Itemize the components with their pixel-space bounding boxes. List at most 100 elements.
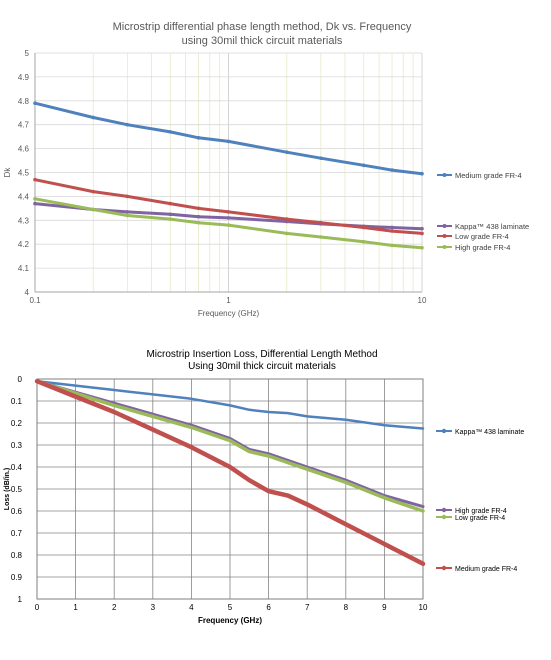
x-tick-label: 7 xyxy=(305,603,310,612)
plot-border xyxy=(36,378,424,600)
data-point xyxy=(196,206,201,211)
series-line xyxy=(35,379,425,430)
chart-title: Microstrip differential phase length met… xyxy=(113,21,412,33)
data-point xyxy=(125,194,130,199)
x-tick-label: 9 xyxy=(382,603,387,612)
legend-marker xyxy=(441,565,447,571)
data-point xyxy=(196,214,201,219)
chart-title: Using 30mil thick circuit materials xyxy=(188,361,336,372)
y-tick-label: 4 xyxy=(25,288,30,297)
legend-label: Kappa™ 438 laminate xyxy=(455,222,529,231)
legend-label: High grade FR-4 xyxy=(455,508,507,515)
y-tick-label: 0.4 xyxy=(11,463,23,472)
data-point xyxy=(168,201,173,206)
x-tick-label: 3 xyxy=(151,603,156,612)
y-tick-label: 4.2 xyxy=(18,240,30,249)
y-tick-label: 4.5 xyxy=(18,169,30,178)
data-point xyxy=(33,177,37,182)
y-tick-label: 0.2 xyxy=(11,419,23,428)
y-tick-label: 5 xyxy=(25,49,30,58)
data-point xyxy=(319,220,323,225)
series-line xyxy=(35,379,425,513)
y-tick-label: 0.5 xyxy=(11,485,23,494)
data-point xyxy=(33,196,37,201)
y-axis-label: Loss (dB/in.) xyxy=(4,468,11,510)
data-point xyxy=(125,210,130,214)
x-tick-label: 0.1 xyxy=(29,296,41,305)
data-point xyxy=(226,139,231,144)
dk-vs-frequency-chart: Microstrip differential phase length met… xyxy=(0,0,551,320)
legend-marker xyxy=(441,428,447,434)
legend-label: Medium grade FR-4 xyxy=(455,171,522,180)
y-tick-label: 0.6 xyxy=(11,507,23,516)
x-tick-label: 1 xyxy=(73,603,78,612)
legend-label: Low grade FR-4 xyxy=(455,515,505,522)
data-point xyxy=(91,189,96,194)
x-tick-label: 2 xyxy=(112,603,117,612)
x-tick-label: 8 xyxy=(344,603,349,612)
y-tick-label: 0.7 xyxy=(11,529,23,538)
y-tick-label: 0.1 xyxy=(11,397,23,406)
y-tick-label: 4.1 xyxy=(18,264,30,273)
data-point xyxy=(33,201,37,206)
data-point xyxy=(361,240,366,244)
data-point xyxy=(226,210,231,214)
data-point xyxy=(196,136,201,140)
data-point xyxy=(91,115,96,120)
data-point xyxy=(91,207,96,212)
legend-marker xyxy=(442,234,447,238)
data-point xyxy=(390,225,394,230)
chart-title: using 30mil thick circuit materials xyxy=(182,35,343,47)
x-axis-label: Frequency (GHz) xyxy=(198,309,260,318)
data-point xyxy=(168,217,173,221)
y-tick-label: 0.9 xyxy=(11,573,23,582)
y-tick-label: 4.3 xyxy=(18,216,30,225)
data-point xyxy=(284,150,289,154)
data-point xyxy=(420,231,424,236)
insertion-loss-chart: Microstrip Insertion Loss, Differential … xyxy=(0,336,551,654)
x-tick-label: 1 xyxy=(226,296,231,305)
y-tick-label: 1 xyxy=(18,595,23,604)
data-point xyxy=(33,101,37,105)
data-point xyxy=(196,220,201,225)
x-tick-label: 6 xyxy=(266,603,271,612)
legend-label: Low grade FR-4 xyxy=(455,232,509,241)
data-point xyxy=(390,243,394,248)
x-tick-label: 5 xyxy=(228,603,233,612)
data-point xyxy=(168,130,173,134)
loss-chart-svg: Microstrip Insertion Loss, Differential … xyxy=(4,349,524,625)
x-tick-label: 10 xyxy=(419,603,428,612)
data-point xyxy=(420,245,424,250)
data-point xyxy=(125,122,130,127)
legend-marker xyxy=(441,507,447,513)
data-point xyxy=(361,225,366,230)
chart-title: Microstrip Insertion Loss, Differential … xyxy=(146,349,377,360)
y-tick-label: 4.6 xyxy=(18,145,30,154)
y-tick-label: 4.8 xyxy=(18,97,30,106)
legend-label: High grade FR-4 xyxy=(455,243,510,252)
legend-marker xyxy=(442,245,447,249)
legend-marker xyxy=(441,514,447,520)
y-axis-label: Dk xyxy=(3,167,12,178)
data-point xyxy=(390,229,394,233)
x-axis-label: Frequency (GHz) xyxy=(198,616,262,625)
y-tick-label: 4.4 xyxy=(18,192,30,201)
x-tick-label: 10 xyxy=(418,296,427,305)
series-line xyxy=(34,378,426,567)
legend-marker xyxy=(442,224,447,228)
y-tick-label: 0.8 xyxy=(11,551,23,560)
data-point xyxy=(390,168,394,172)
data-point xyxy=(319,235,323,239)
y-tick-label: 4.7 xyxy=(18,121,30,130)
data-point xyxy=(284,231,289,236)
series-line xyxy=(35,379,425,509)
legend-marker xyxy=(442,173,447,177)
legend-label: Kappa™ 438 laminate xyxy=(455,429,524,436)
data-point xyxy=(284,217,289,221)
y-tick-label: 0.3 xyxy=(11,441,23,450)
data-point xyxy=(420,226,424,231)
data-point xyxy=(226,216,231,220)
dk-chart-svg: Microstrip differential phase length met… xyxy=(3,21,529,318)
data-point xyxy=(420,171,424,176)
y-tick-label: 0 xyxy=(18,375,23,384)
